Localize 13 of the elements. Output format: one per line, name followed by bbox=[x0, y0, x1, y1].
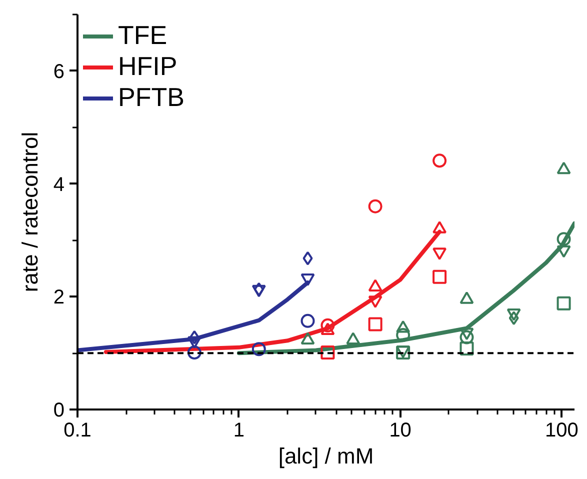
legend-label: HFIP bbox=[118, 51, 178, 82]
x-axis-title: [alc] / mM bbox=[278, 444, 374, 468]
y-tick-label: 0 bbox=[53, 400, 64, 422]
legend-label: PFTB bbox=[118, 82, 184, 113]
legend-label: TFE bbox=[118, 20, 168, 51]
y-tick-label: 2 bbox=[53, 286, 64, 309]
y-axis-title: rate / ratecontrol bbox=[17, 132, 42, 292]
x-tick-label: 1 bbox=[233, 420, 244, 442]
x-tick-label: 100 bbox=[545, 420, 578, 442]
y-tick-label: 6 bbox=[53, 60, 64, 83]
x-tick-label: 10 bbox=[389, 420, 412, 442]
x-tick-label: 0.1 bbox=[64, 420, 92, 442]
y-tick-label: 4 bbox=[53, 174, 64, 196]
